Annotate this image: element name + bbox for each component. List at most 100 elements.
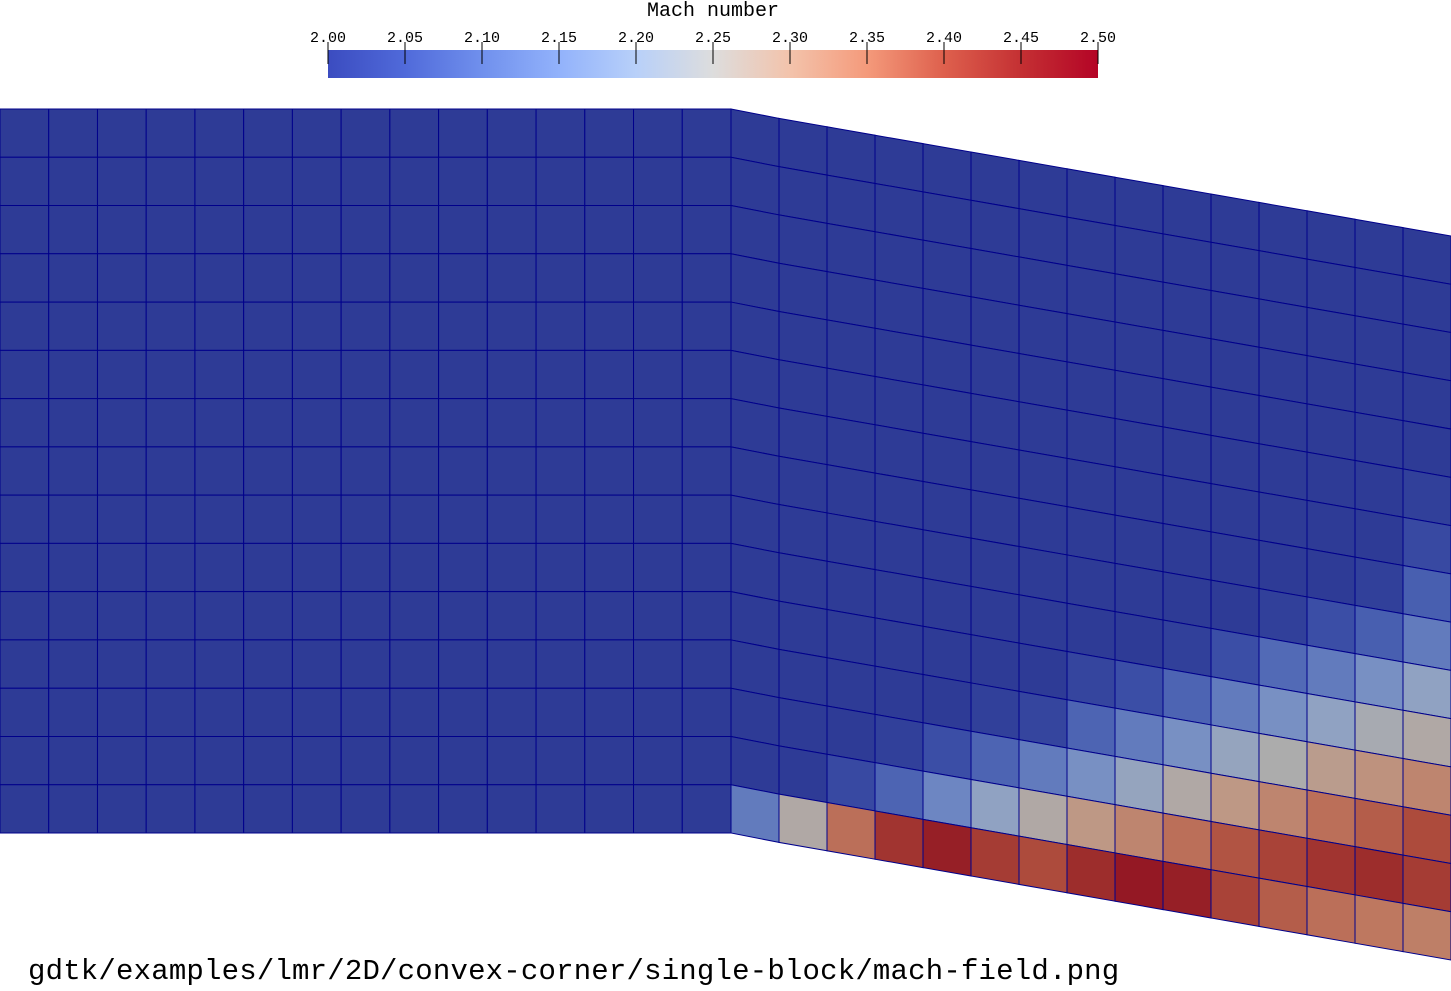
mesh-cell <box>826 464 876 522</box>
mesh-cell <box>438 398 488 448</box>
mesh-cell <box>340 639 391 689</box>
mesh-cell <box>291 591 342 641</box>
mesh-cell <box>1066 650 1116 709</box>
mesh-cell <box>633 542 683 593</box>
mesh-cell <box>438 494 488 544</box>
mesh-cell <box>96 108 147 158</box>
mesh-cell <box>1114 755 1164 814</box>
mesh-cell <box>486 494 537 544</box>
mesh-cell <box>1354 218 1404 277</box>
mesh-grid <box>0 108 1451 961</box>
mesh-cell <box>1210 772 1260 831</box>
mesh-cell <box>340 156 391 207</box>
mesh-cell <box>1162 812 1212 871</box>
mesh-cell <box>96 591 147 641</box>
colorbar-tick-label: 2.40 <box>926 30 962 47</box>
mesh-cell <box>486 205 537 255</box>
mesh-cell <box>243 446 293 496</box>
mesh-cell <box>340 494 391 544</box>
mesh-cell <box>584 687 635 737</box>
mesh-cell <box>486 349 537 400</box>
mesh-cell <box>1066 795 1116 854</box>
mesh-cell <box>243 301 293 351</box>
mesh-cell <box>340 301 391 351</box>
mesh-cell <box>584 156 635 207</box>
mesh-cell <box>681 591 732 641</box>
mesh-cell <box>340 735 391 786</box>
mesh-cell <box>633 301 683 351</box>
mesh-cell <box>0 301 50 351</box>
mesh-cell <box>1258 201 1308 260</box>
mesh-cell <box>291 301 342 351</box>
mesh-cell <box>389 205 440 255</box>
mesh-cell <box>1306 258 1356 317</box>
mesh-cell <box>291 639 342 689</box>
mesh-cell <box>145 542 196 593</box>
mesh-cell <box>291 735 342 786</box>
mesh-cell <box>970 199 1020 258</box>
mesh-cell <box>1210 289 1260 348</box>
mesh-cell <box>826 367 876 426</box>
mesh-cell <box>922 529 972 587</box>
mesh-cell <box>1162 185 1212 243</box>
mesh-cell <box>486 108 537 158</box>
colorbar-tick-label: 2.35 <box>849 30 885 47</box>
mesh-cell <box>778 310 828 369</box>
mesh-cell <box>681 687 732 737</box>
mesh-cell <box>874 134 924 193</box>
mesh-cell <box>194 301 245 351</box>
mesh-cell <box>486 253 537 303</box>
colorbar-tick-label: 2.45 <box>1003 30 1039 47</box>
mesh-cell <box>922 191 972 250</box>
mesh-cell <box>584 301 635 351</box>
colorbar-tick-label: 2.15 <box>541 30 577 47</box>
mesh-cell <box>1066 747 1116 806</box>
mesh-cell <box>1258 539 1308 598</box>
mesh-cell <box>778 117 828 176</box>
mesh-cell <box>1114 369 1164 428</box>
mesh-cell <box>826 801 876 860</box>
mesh-cell <box>1354 266 1404 325</box>
mesh-cell <box>0 253 50 303</box>
mesh-cell <box>681 349 732 400</box>
mesh-cell <box>1306 789 1356 848</box>
mesh-cell <box>1210 579 1260 638</box>
mesh-cell <box>1210 241 1260 300</box>
mesh-cell <box>0 542 50 593</box>
mesh-cell <box>1258 732 1308 791</box>
mesh-cell <box>438 687 488 737</box>
mesh-cell <box>1162 619 1212 678</box>
mesh-cell <box>874 762 924 820</box>
mesh-cell <box>874 279 924 338</box>
mesh-cell <box>1018 256 1068 315</box>
mesh-cell <box>584 784 635 834</box>
mesh-cell <box>1114 321 1164 380</box>
mesh-cell <box>194 205 245 255</box>
mesh-cell <box>0 639 50 689</box>
mesh-cell <box>96 301 147 351</box>
mesh-cell <box>1210 820 1260 879</box>
colorbar-tick-label: 2.05 <box>387 30 423 47</box>
mesh-cell <box>633 205 683 255</box>
mesh-cell <box>291 494 342 544</box>
mesh-cell <box>1306 692 1356 751</box>
mesh-cell <box>874 424 924 483</box>
mesh-cell <box>1306 741 1356 799</box>
mesh-cell <box>1210 676 1260 734</box>
mesh-cell <box>826 126 876 185</box>
mesh-cell <box>0 349 50 400</box>
mesh-cell <box>194 494 245 544</box>
mesh-cell <box>1402 661 1451 720</box>
mesh-cell <box>970 585 1020 644</box>
mesh-cell <box>633 687 683 737</box>
mesh-cell <box>1114 707 1164 766</box>
mesh-cell <box>243 253 293 303</box>
mesh-cell <box>1258 877 1308 936</box>
colorbar-tick-label: 2.30 <box>772 30 808 47</box>
mesh-cell <box>633 639 683 689</box>
mesh-cell <box>1354 894 1404 953</box>
mesh-cell <box>970 392 1020 451</box>
mesh-cell <box>486 687 537 737</box>
mesh-cell <box>48 301 98 351</box>
mesh-cell <box>826 608 876 667</box>
